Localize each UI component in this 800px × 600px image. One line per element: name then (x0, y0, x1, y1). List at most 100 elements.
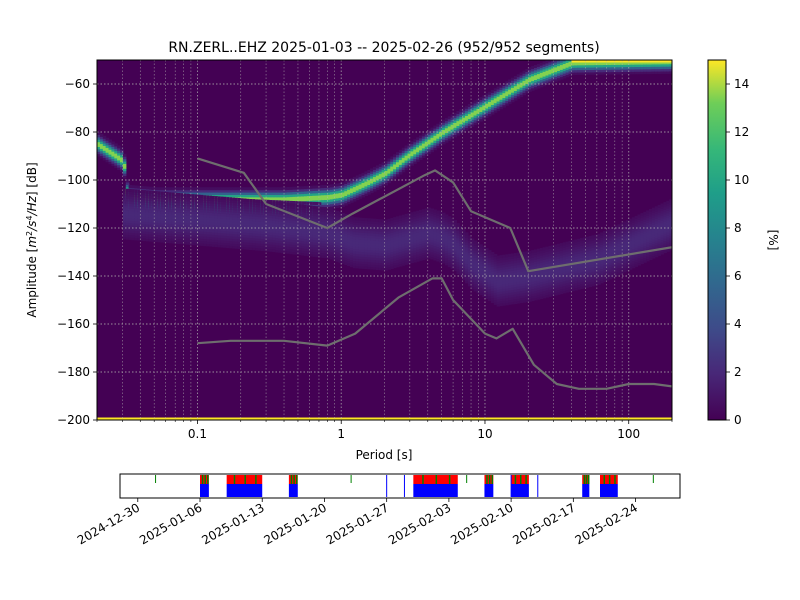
density-cell (355, 229, 360, 233)
density-cell (275, 249, 279, 253)
density-cell (140, 213, 144, 217)
density-cell (309, 229, 314, 233)
density-cell (347, 227, 351, 231)
density-cell (177, 224, 181, 228)
density-cell (304, 245, 308, 249)
density-cell (473, 262, 478, 266)
density-cell (151, 190, 156, 194)
density-cell (390, 161, 394, 165)
density-cell (137, 218, 141, 222)
density-cell (157, 217, 161, 221)
density-cell (482, 255, 486, 259)
density-cell (516, 259, 521, 263)
density-cell (344, 214, 348, 217)
density-cell (272, 187, 276, 191)
density-cell (183, 207, 187, 211)
density-cell (157, 239, 161, 243)
density-cell (260, 240, 265, 244)
density-cell (479, 113, 483, 117)
density-cell (465, 115, 469, 119)
density-cell (309, 215, 314, 219)
density-cell (450, 129, 455, 132)
density-cell (410, 214, 414, 218)
density-cell (502, 297, 506, 301)
density-cell (381, 262, 386, 266)
density-cell (318, 218, 322, 222)
density-cell (232, 214, 236, 218)
density-cell (220, 208, 225, 212)
density-cell (419, 214, 423, 218)
density-cell (470, 102, 475, 106)
density-cell (459, 231, 463, 234)
density-cell (327, 231, 331, 235)
density-cell (528, 294, 532, 297)
density-cell (237, 194, 242, 198)
density-cell (209, 236, 213, 240)
density-cell (163, 213, 167, 217)
density-cell (341, 187, 345, 191)
density-cell (367, 225, 371, 229)
density-cell (378, 240, 383, 244)
density-cell (258, 245, 262, 249)
density-cell (439, 235, 443, 239)
density-cell (269, 217, 273, 221)
density-cell (177, 202, 181, 206)
density-cell (272, 194, 276, 198)
density-cell (212, 192, 216, 195)
density-cell (243, 229, 248, 233)
density-cell (390, 261, 394, 265)
density-cell (197, 201, 202, 205)
density-cell (151, 231, 156, 235)
density-cell (168, 237, 173, 241)
density-cell (430, 237, 434, 241)
density-cell (470, 267, 475, 271)
density-cell (143, 197, 147, 201)
density-cell (197, 206, 202, 210)
density-cell (318, 206, 322, 210)
density-cell (97, 153, 101, 157)
density-cell (183, 241, 187, 245)
density-cell (419, 238, 423, 242)
density-cell (306, 250, 311, 254)
density-cell (212, 212, 216, 216)
density-cell (355, 236, 360, 240)
density-cell (505, 290, 509, 294)
density-cell (209, 214, 213, 218)
density-cell (183, 200, 187, 204)
density-cell (275, 187, 279, 191)
density-cell (416, 137, 420, 141)
density-cell (306, 190, 311, 194)
density-cell (421, 145, 426, 149)
density-cell (258, 214, 262, 218)
density-cell (99, 133, 104, 137)
density-cell (197, 225, 202, 229)
density-cell (197, 221, 202, 225)
density-cell (120, 164, 124, 168)
density-cell (306, 224, 311, 228)
density-cell (240, 210, 245, 214)
density-cell (531, 278, 535, 282)
density-cell (496, 303, 501, 307)
density-cell (485, 260, 489, 264)
density-cell (473, 110, 478, 114)
density-cell (473, 257, 478, 261)
density-cell (275, 220, 279, 224)
density-cell (203, 221, 207, 225)
density-cell (298, 230, 302, 234)
density-cell (255, 225, 259, 229)
density-cell (410, 221, 414, 225)
density-cell (416, 249, 420, 253)
density-cell (255, 235, 259, 239)
density-cell (220, 239, 225, 243)
density-cell (373, 266, 377, 270)
density-cell (347, 246, 351, 250)
density-cell (499, 271, 503, 275)
density-cell (462, 231, 466, 235)
density-cell (327, 212, 331, 216)
density-cell (430, 213, 434, 217)
density-cell (488, 283, 492, 287)
density-cell (312, 237, 317, 241)
density-cell (281, 211, 285, 215)
density-cell (358, 265, 363, 269)
density-cell (286, 236, 291, 240)
